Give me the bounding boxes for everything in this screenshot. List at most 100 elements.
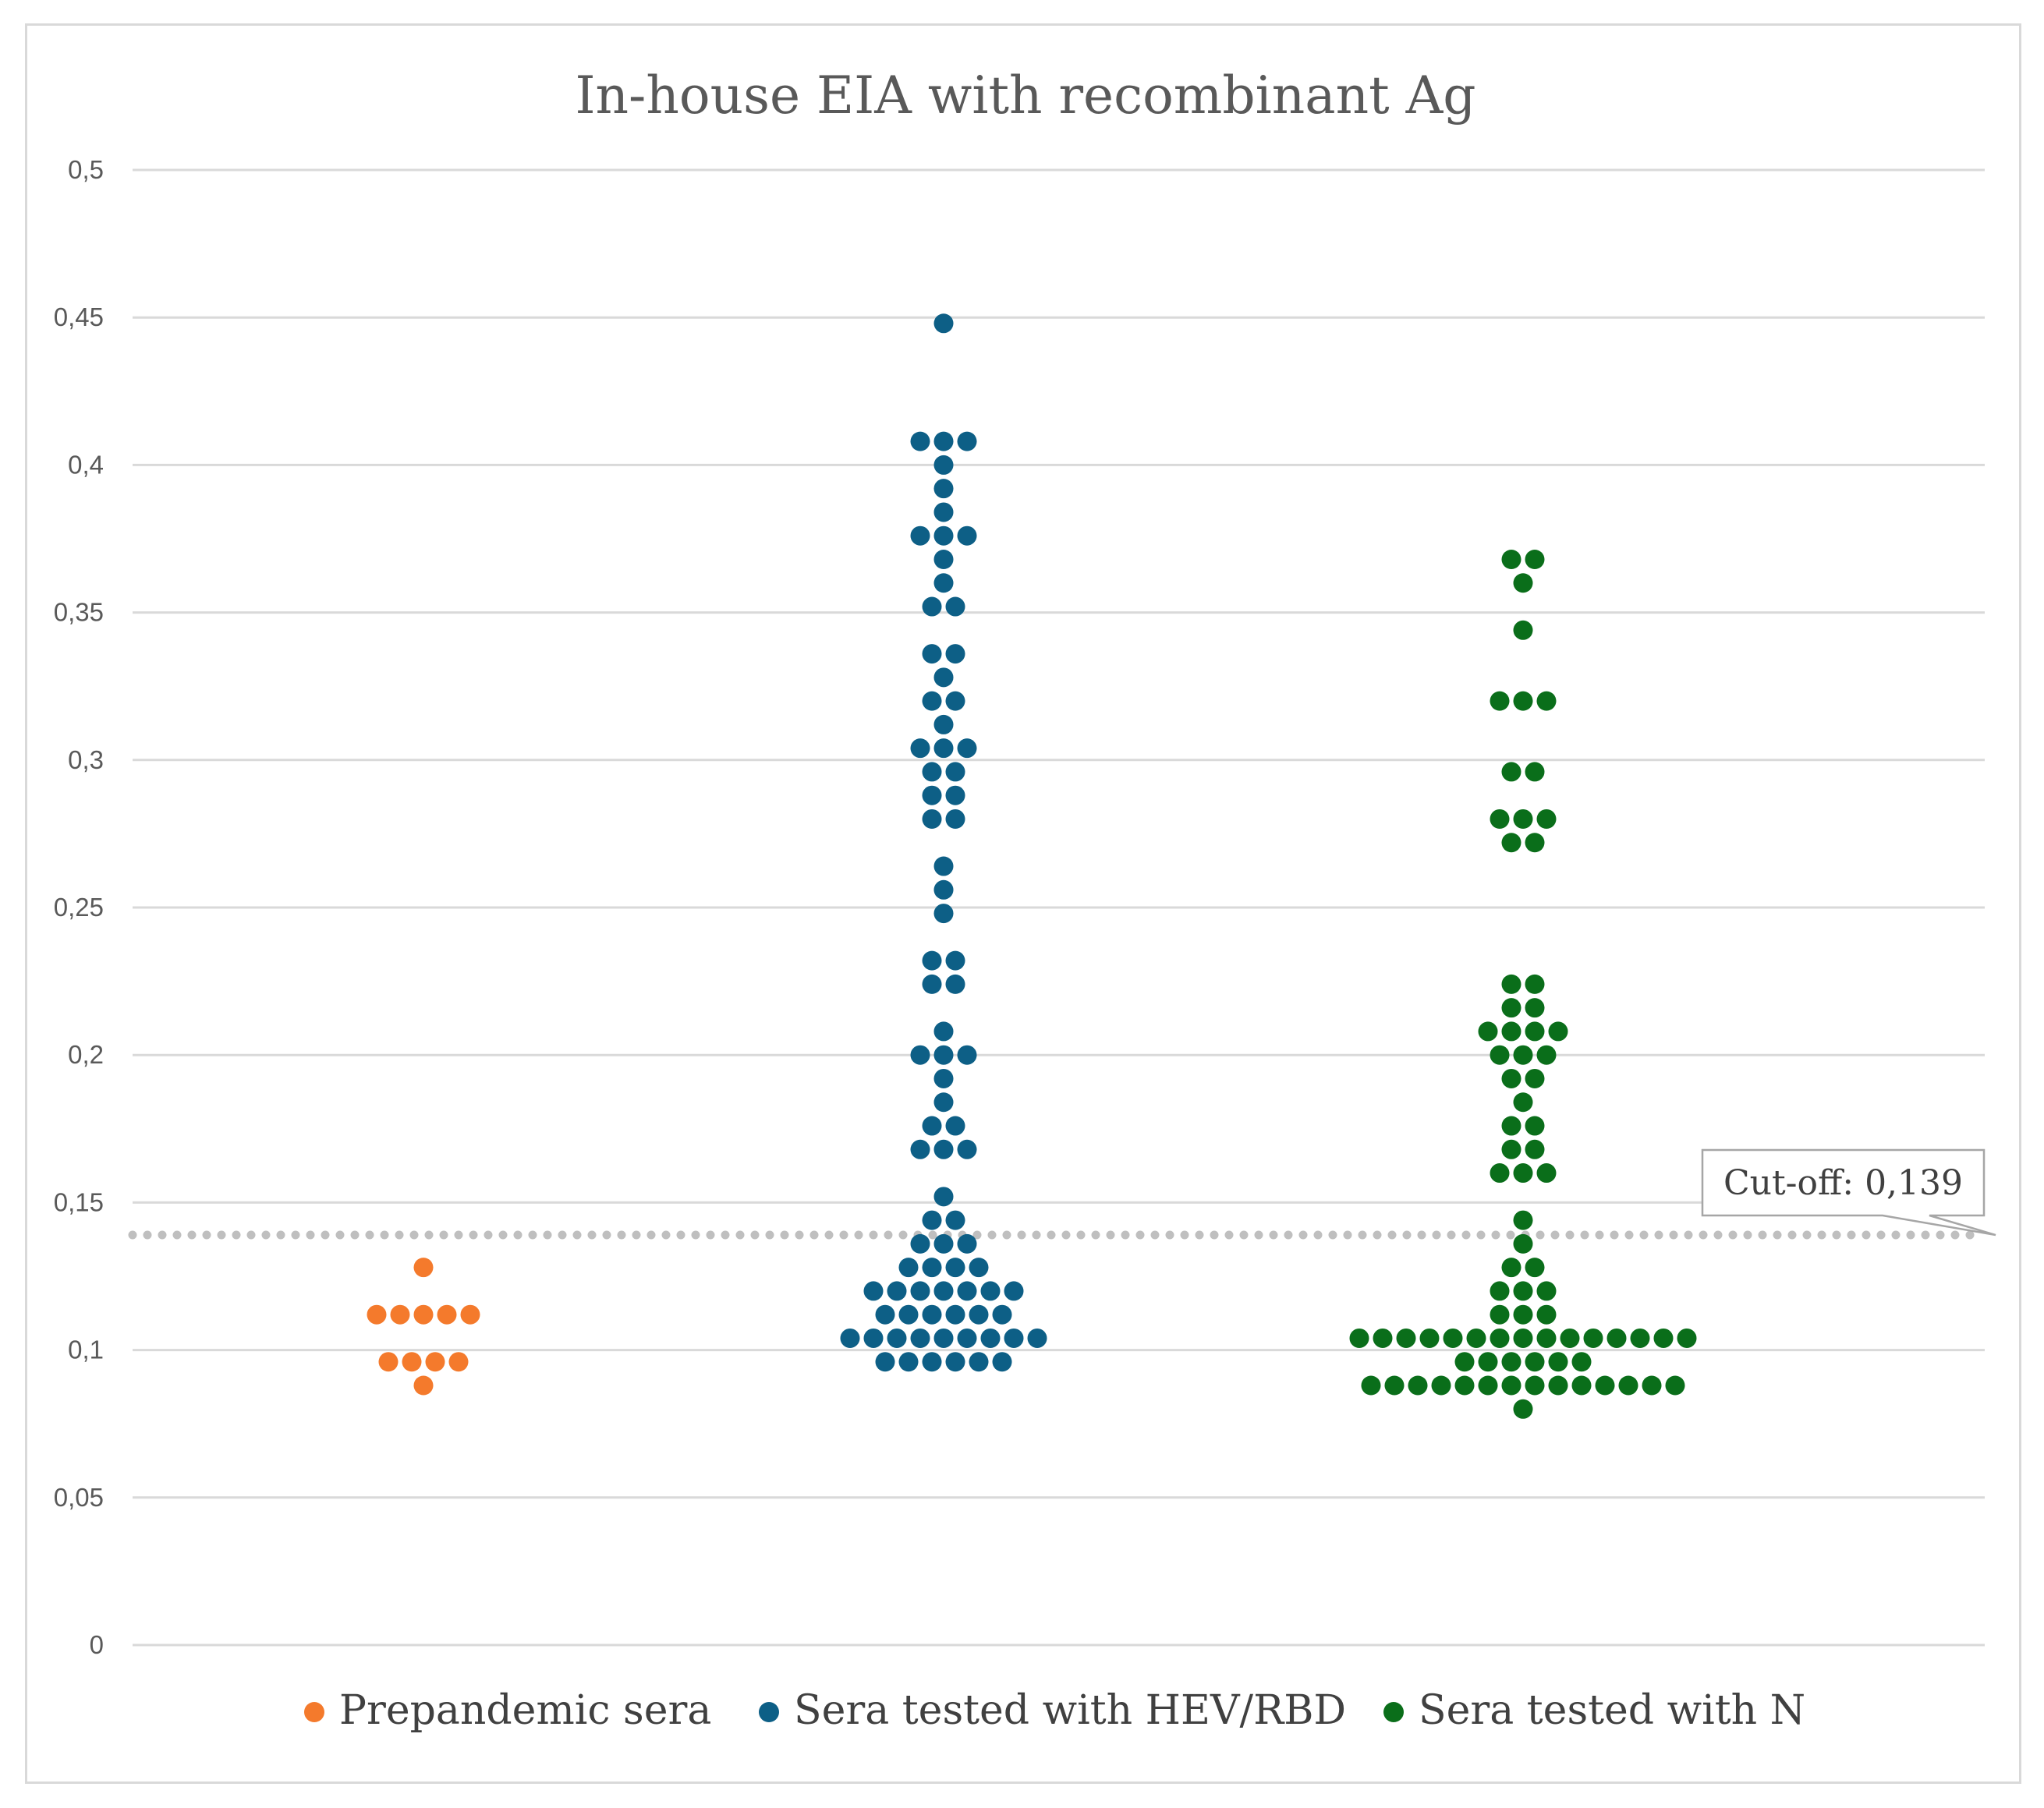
- data-point: [957, 1233, 977, 1254]
- data-point: [969, 1352, 989, 1372]
- data-point: [957, 1045, 977, 1065]
- data-point: [1501, 1116, 1521, 1136]
- data-point: [1525, 762, 1545, 782]
- data-point: [1525, 1021, 1545, 1042]
- data-point: [413, 1304, 434, 1325]
- data-point: [1571, 1352, 1592, 1372]
- data-point: [1478, 1021, 1498, 1042]
- data-point: [933, 1281, 954, 1301]
- data-point: [1642, 1375, 1662, 1396]
- data-point: [1513, 1328, 1533, 1348]
- data-point: [910, 1281, 930, 1301]
- y-tick-label: 0,1: [68, 1336, 104, 1364]
- y-tick-label: 0,3: [68, 745, 104, 774]
- data-point: [1653, 1328, 1674, 1348]
- data-point: [1454, 1352, 1475, 1372]
- data-point: [1396, 1328, 1416, 1348]
- data-point: [1536, 1328, 1557, 1348]
- data-point: [1513, 808, 1533, 829]
- data-point: [1027, 1328, 1047, 1348]
- data-point: [922, 644, 942, 664]
- data-point: [945, 1258, 965, 1278]
- data-point: [1665, 1375, 1685, 1396]
- cutoff-callout-box: [1701, 1148, 1996, 1237]
- data-point: [922, 1210, 942, 1230]
- chart-title: In-house EIA with recombinant Ag: [575, 65, 1475, 126]
- data-points: [367, 313, 1697, 1419]
- data-point: [1513, 1281, 1533, 1301]
- data-point: [945, 644, 965, 664]
- data-point: [1513, 573, 1533, 593]
- data-point: [933, 1068, 954, 1088]
- data-point: [1548, 1375, 1568, 1396]
- data-point: [922, 762, 942, 782]
- data-point: [460, 1304, 480, 1325]
- data-point: [1004, 1328, 1024, 1348]
- data-point: [910, 525, 930, 546]
- y-tick-label: 0,25: [54, 893, 104, 922]
- data-point: [945, 808, 965, 829]
- data-point: [910, 1045, 930, 1065]
- data-point: [1513, 620, 1533, 640]
- data-point: [933, 525, 954, 546]
- data-point: [910, 431, 930, 451]
- data-point: [1525, 1139, 1545, 1159]
- data-point: [933, 904, 954, 924]
- data-point: [945, 950, 965, 971]
- data-point: [969, 1304, 989, 1325]
- data-point: [945, 691, 965, 711]
- data-point: [1571, 1375, 1592, 1396]
- data-point: [875, 1304, 895, 1325]
- data-point: [910, 738, 930, 759]
- y-tick-label: 0,35: [54, 598, 104, 627]
- cutoff-callout: Cut-off: 0,139: [1701, 1148, 1996, 1237]
- data-point: [1004, 1281, 1024, 1301]
- data-point: [957, 1328, 977, 1348]
- data-point: [1349, 1328, 1369, 1348]
- data-point: [933, 431, 954, 451]
- data-point: [887, 1328, 907, 1348]
- data-point: [1583, 1328, 1603, 1348]
- data-point: [1501, 762, 1521, 782]
- data-point: [1501, 1068, 1521, 1088]
- data-point: [1490, 808, 1510, 829]
- data-point: [1513, 1210, 1533, 1230]
- data-point: [1431, 1375, 1451, 1396]
- data-point: [1525, 1068, 1545, 1088]
- data-point: [933, 455, 954, 475]
- data-point: [922, 1304, 942, 1325]
- legend-marker: [1383, 1702, 1404, 1722]
- y-tick-label: 0,05: [54, 1483, 104, 1512]
- y-tick-label: 0,4: [68, 450, 104, 479]
- data-point: [1630, 1328, 1650, 1348]
- data-point: [898, 1258, 919, 1278]
- data-point: [945, 762, 965, 782]
- data-point: [1501, 1352, 1521, 1372]
- data-point: [1536, 1045, 1557, 1065]
- cutoff-label: Cut-off: 0,139: [1723, 1163, 1963, 1203]
- data-point: [922, 974, 942, 994]
- data-point: [1408, 1375, 1428, 1396]
- data-point: [945, 974, 965, 994]
- data-point: [957, 525, 977, 546]
- data-point: [980, 1328, 1001, 1348]
- data-point: [1501, 974, 1521, 994]
- data-point: [1501, 1021, 1521, 1042]
- data-point: [1525, 1116, 1545, 1136]
- data-point: [1478, 1352, 1498, 1372]
- data-point: [1525, 1258, 1545, 1278]
- data-point: [1501, 1139, 1521, 1159]
- data-point: [898, 1352, 919, 1372]
- data-point: [957, 738, 977, 759]
- data-point: [1501, 1258, 1521, 1278]
- data-point: [1513, 1163, 1533, 1184]
- data-point: [1513, 1092, 1533, 1113]
- data-point: [957, 1281, 977, 1301]
- data-point: [1536, 1163, 1557, 1184]
- chart-frame: In-house EIA with recombinant Ag 0 0,05 0,…: [25, 23, 2021, 1784]
- data-point: [1361, 1375, 1381, 1396]
- data-point: [413, 1258, 434, 1278]
- data-point: [922, 1116, 942, 1136]
- data-point: [367, 1304, 387, 1325]
- data-point: [863, 1328, 884, 1348]
